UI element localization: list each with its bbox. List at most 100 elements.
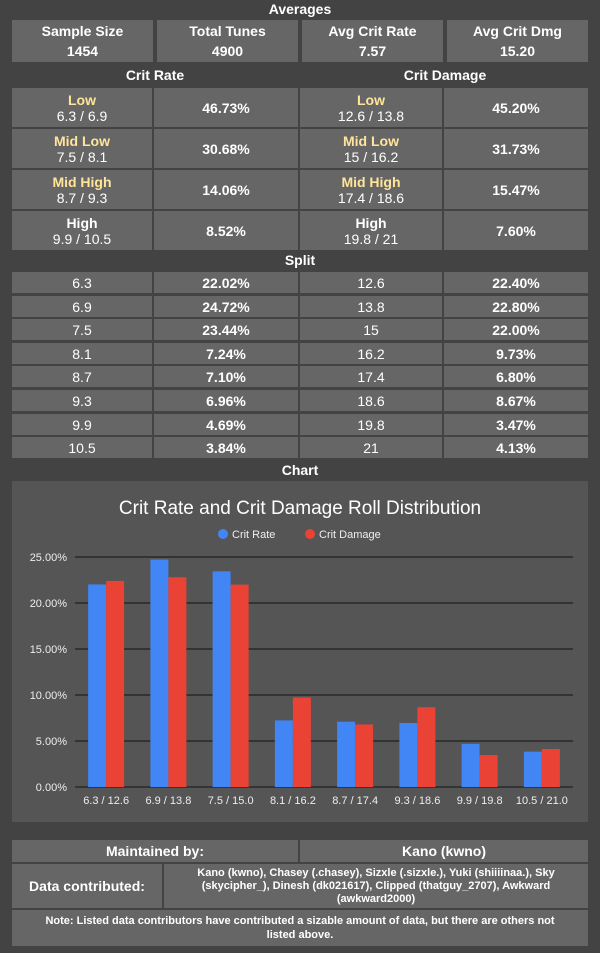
tier-range: 19.8 / 21 xyxy=(343,230,399,247)
split-cd-value: 13.8 xyxy=(300,296,442,317)
tier-name: Mid High xyxy=(341,173,401,190)
cd-tier-percent: 45.20% xyxy=(444,88,588,127)
legend-label: Crit Damage xyxy=(319,529,381,541)
bar xyxy=(399,722,418,787)
average-header: Avg Crit Dmg xyxy=(473,23,562,39)
x-tick-label: 10.5 / 21.0 xyxy=(516,795,568,807)
split-cr-value: 7.5 xyxy=(12,319,152,340)
cd-tier-label: Mid Low 15 / 16.2 xyxy=(300,129,442,168)
split-cr-value: 8.7 xyxy=(12,366,152,387)
split-cd-value: 16.2 xyxy=(300,343,442,364)
split-cr-value: 8.1 xyxy=(12,343,152,364)
bar-chart: Crit Rate and Crit Damage Roll Distribut… xyxy=(30,498,573,807)
split-cr-percent: 3.84% xyxy=(154,437,298,458)
tier-range: 6.3 / 6.9 xyxy=(56,107,108,124)
bar xyxy=(479,755,498,787)
bar xyxy=(212,571,231,787)
cr-tier-percent: 46.73% xyxy=(154,88,298,127)
cd-tier-label: Low 12.6 / 13.8 xyxy=(300,88,442,127)
tier-name: Low xyxy=(68,91,96,108)
bar xyxy=(292,697,311,787)
tier-range: 8.7 / 9.3 xyxy=(56,189,108,206)
x-tick-label: 7.5 / 15.0 xyxy=(208,795,254,807)
averages-title: Averages xyxy=(268,1,332,17)
split-cr-percent: 7.24% xyxy=(154,343,298,364)
bar xyxy=(150,559,169,787)
tier-name: Low xyxy=(357,91,385,108)
average-value: 7.57 xyxy=(358,43,387,59)
chart-section-title: Chart xyxy=(281,462,319,478)
cr-tier-label: Mid High 8.7 / 9.3 xyxy=(12,170,152,209)
y-tick-label: 10.00% xyxy=(30,690,68,702)
tier-range: 9.9 / 10.5 xyxy=(52,230,112,247)
split-cr-value: 6.3 xyxy=(12,272,152,293)
bar xyxy=(274,720,293,787)
split-cd-value: 19.8 xyxy=(300,414,442,435)
cr-tier-percent: 8.52% xyxy=(154,211,298,250)
contributed-label: Data contributed: xyxy=(12,864,162,908)
tier-name: High xyxy=(66,214,98,231)
split-cr-percent: 6.96% xyxy=(154,390,298,411)
split-cd-value: 21 xyxy=(300,437,442,458)
bar xyxy=(461,743,480,787)
y-tick-label: 25.00% xyxy=(30,552,68,564)
chart-title: Crit Rate and Crit Damage Roll Distribut… xyxy=(119,498,481,519)
split-cr-value: 9.3 xyxy=(12,390,152,411)
split-cd-value: 18.6 xyxy=(300,390,442,411)
bar xyxy=(355,724,374,787)
average-header: Avg Crit Rate xyxy=(328,23,417,39)
split-cr-percent: 24.72% xyxy=(154,296,298,317)
x-tick-label: 8.1 / 16.2 xyxy=(270,795,316,807)
bar xyxy=(230,584,249,787)
split-cr-percent: 23.44% xyxy=(154,319,298,340)
legend-swatch xyxy=(218,529,228,539)
split-cr-value: 10.5 xyxy=(12,437,152,458)
tier-range: 12.6 / 13.8 xyxy=(337,107,405,124)
tier-name: Mid Low xyxy=(343,132,399,149)
split-cd-percent: 22.40% xyxy=(444,272,588,293)
cr-tier-label: Low 6.3 / 6.9 xyxy=(12,88,152,127)
bar xyxy=(168,577,187,787)
cd-tier-label: Mid High 17.4 / 18.6 xyxy=(300,170,442,209)
split-cd-value: 12.6 xyxy=(300,272,442,293)
contributed-value: Kano (kwno), Chasey (.chasey), Sizxle (.… xyxy=(164,864,588,908)
cd-tier-percent: 31.73% xyxy=(444,129,588,168)
maintained-label: Maintained by: xyxy=(12,840,298,862)
chart-panel: Crit Rate and Crit Damage Roll Distribut… xyxy=(12,481,588,822)
split-cd-percent: 8.67% xyxy=(444,390,588,411)
split-cr-percent: 7.10% xyxy=(154,366,298,387)
average-cell: Avg Crit Dmg 15.20 xyxy=(447,20,588,62)
split-cd-value: 15 xyxy=(300,319,442,340)
cr-tier-percent: 30.68% xyxy=(154,129,298,168)
bar xyxy=(523,751,542,787)
split-cr-value: 6.9 xyxy=(12,296,152,317)
average-value: 15.20 xyxy=(499,43,536,59)
tier-range: 7.5 / 8.1 xyxy=(56,148,108,165)
split-cd-value: 17.4 xyxy=(300,366,442,387)
cr-tier-percent: 14.06% xyxy=(154,170,298,209)
split-cd-percent: 22.80% xyxy=(444,296,588,317)
legend-swatch xyxy=(305,529,315,539)
y-tick-label: 0.00% xyxy=(36,782,67,794)
y-tick-label: 15.00% xyxy=(30,644,68,656)
maintained-value: Kano (kwno) xyxy=(300,840,588,862)
split-cd-percent: 4.13% xyxy=(444,437,588,458)
x-tick-label: 9.9 / 19.8 xyxy=(457,795,503,807)
x-tick-label: 6.3 / 12.6 xyxy=(83,795,129,807)
split-cr-value: 9.9 xyxy=(12,414,152,435)
cd-tier-label: High 19.8 / 21 xyxy=(300,211,442,250)
y-tick-label: 20.00% xyxy=(30,598,68,610)
tier-name: Mid Low xyxy=(54,132,110,149)
split-cd-percent: 6.80% xyxy=(444,366,588,387)
cd-tier-percent: 15.47% xyxy=(444,170,588,209)
bar xyxy=(88,584,107,787)
split-cr-percent: 22.02% xyxy=(154,272,298,293)
crit-rate-title: Crit Rate xyxy=(125,67,185,83)
split-cd-percent: 9.73% xyxy=(444,343,588,364)
average-cell: Avg Crit Rate 7.57 xyxy=(302,20,443,62)
y-tick-label: 5.00% xyxy=(36,736,67,748)
x-tick-label: 6.9 / 13.8 xyxy=(145,795,191,807)
x-tick-label: 8.7 / 17.4 xyxy=(332,795,378,807)
x-tick-label: 9.3 / 18.6 xyxy=(394,795,440,807)
tier-name: High xyxy=(355,214,387,231)
